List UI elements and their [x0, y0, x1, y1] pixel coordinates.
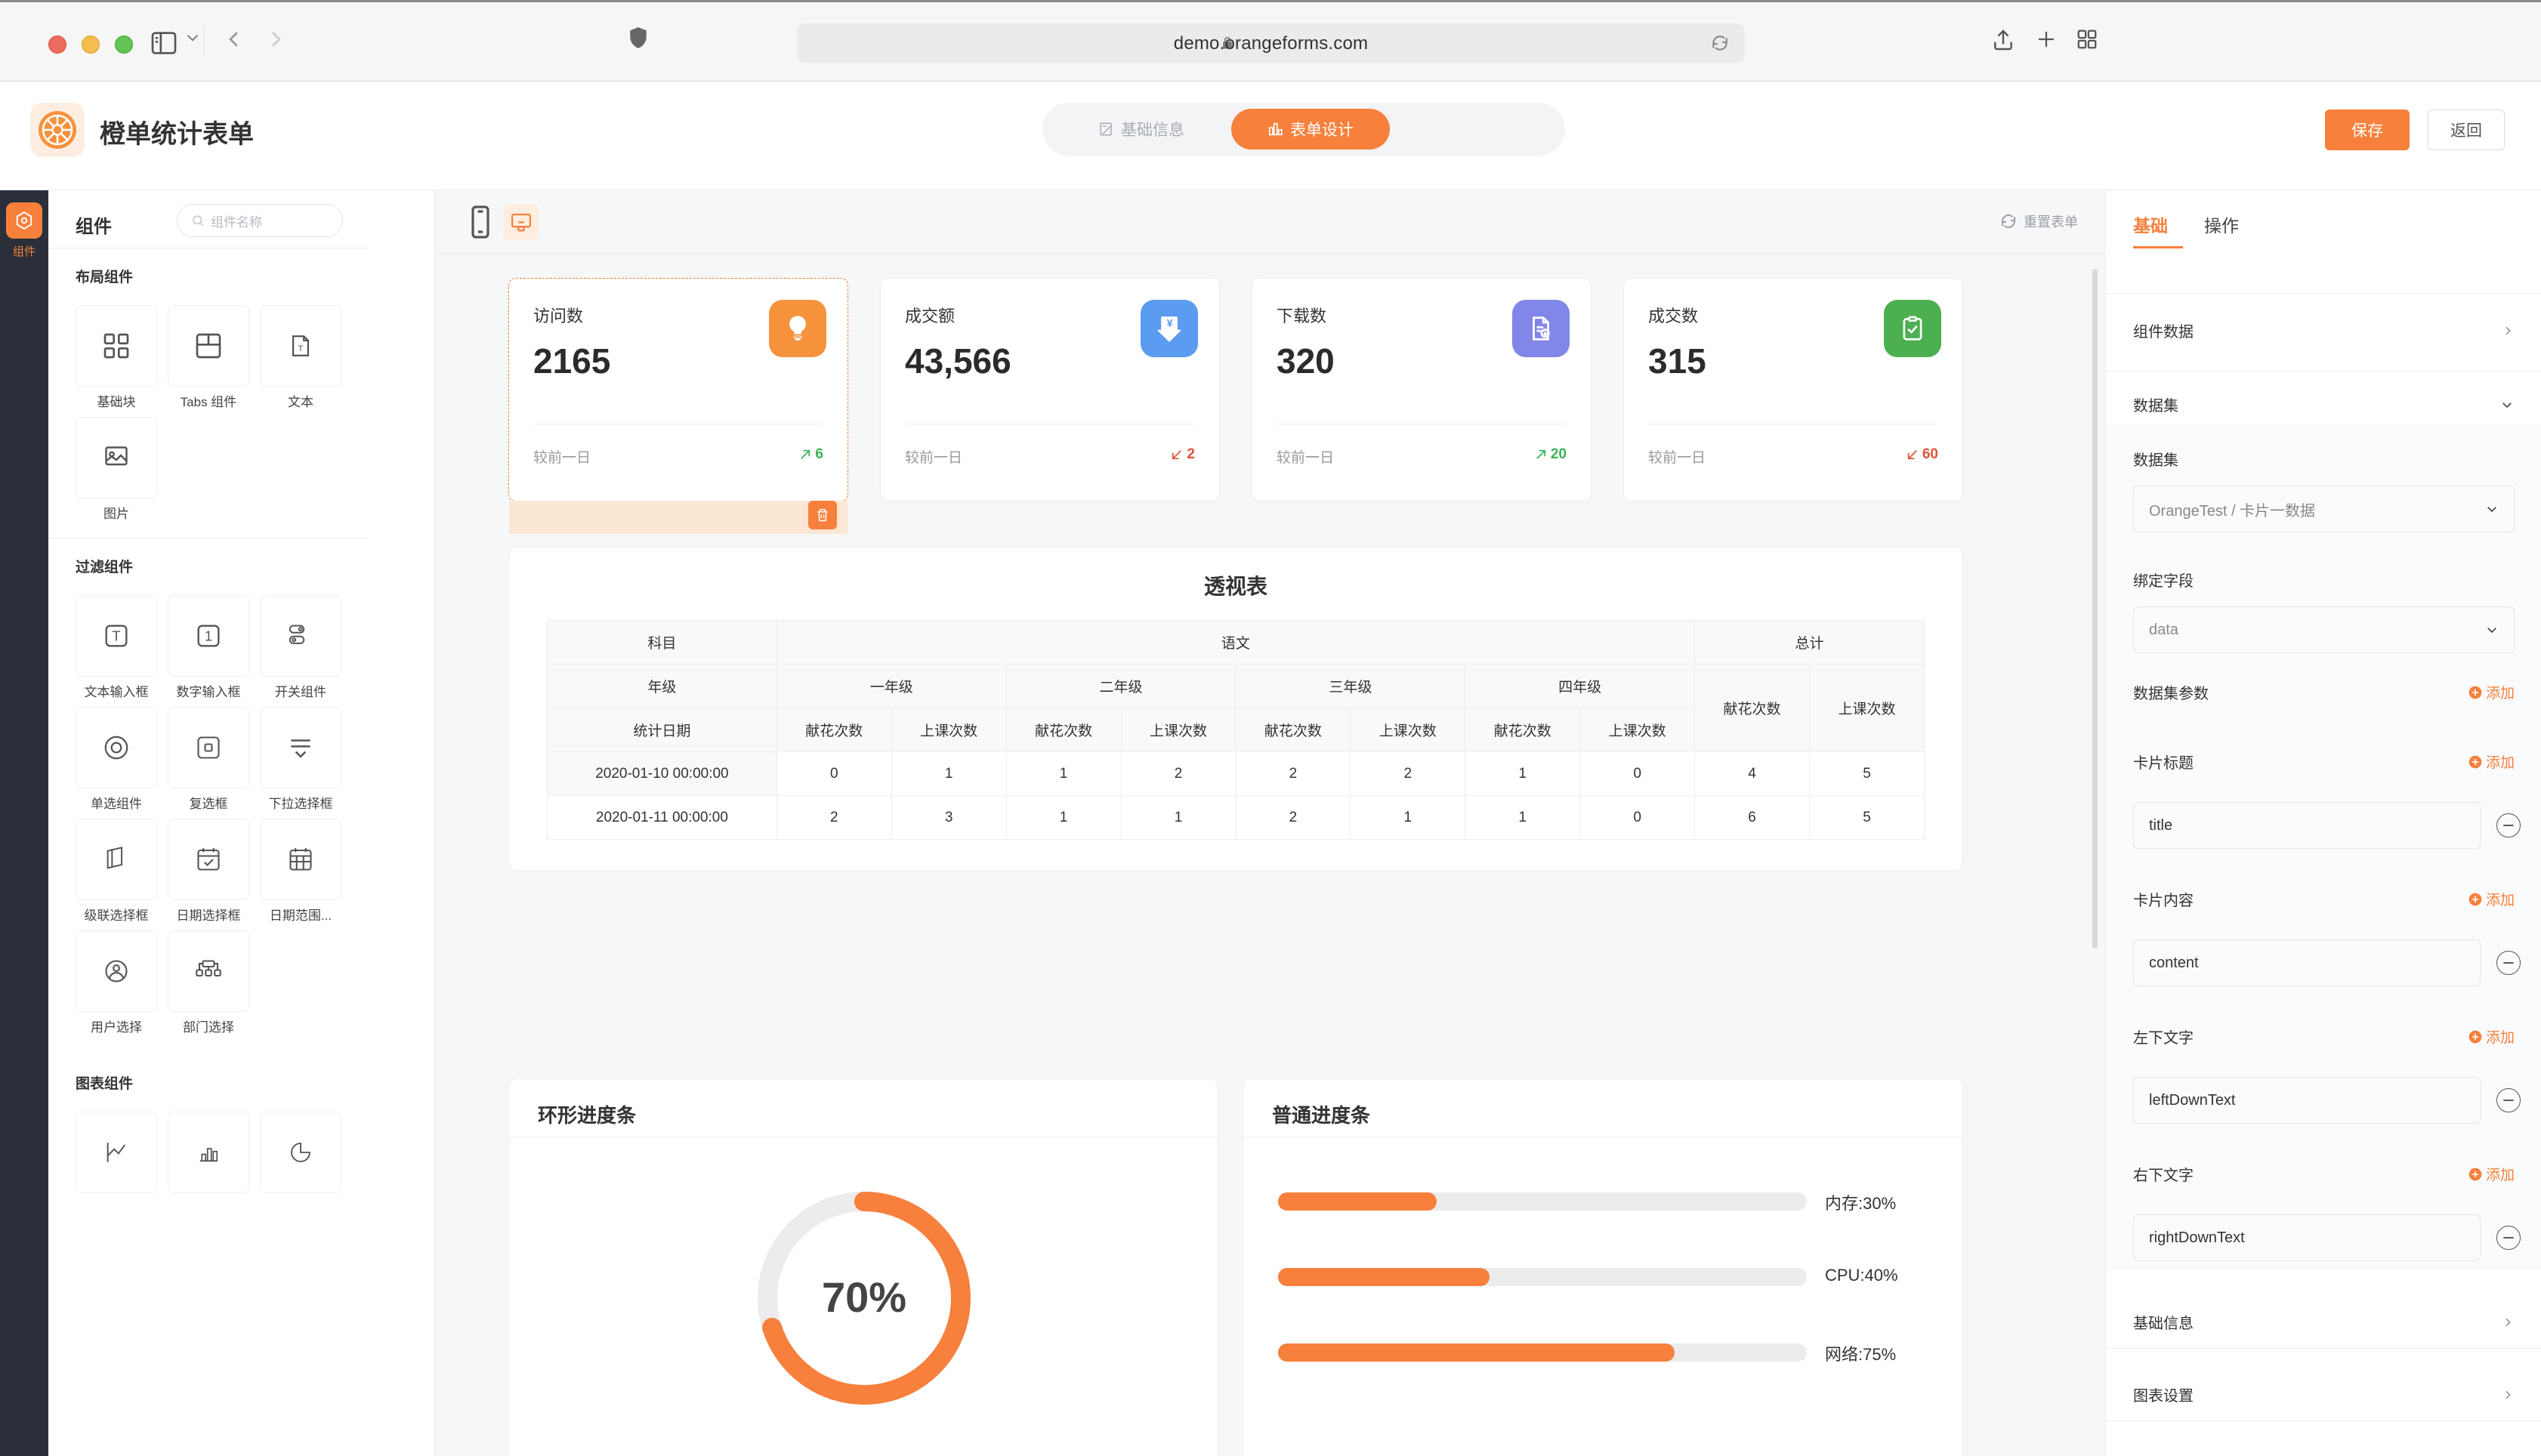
svg-text:T: T [112, 628, 120, 644]
svg-text:70%: 70% [822, 1273, 906, 1321]
svg-text:T: T [298, 344, 304, 353]
svg-text:¥: ¥ [1167, 318, 1173, 330]
svg-text:1: 1 [205, 628, 212, 644]
